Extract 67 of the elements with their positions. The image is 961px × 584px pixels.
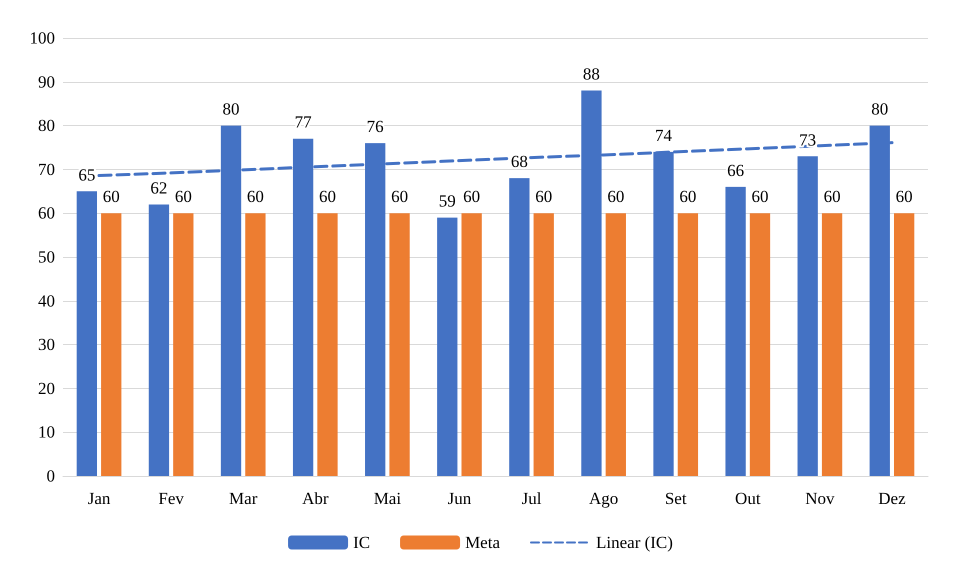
data-label: 74 xyxy=(655,126,673,145)
data-label: 66 xyxy=(727,160,744,180)
x-tick-label: Abr xyxy=(302,489,329,508)
data-label: 80 xyxy=(222,100,240,119)
data-label: 60 xyxy=(246,187,264,206)
bar xyxy=(317,213,338,476)
data-label: 60 xyxy=(679,187,696,206)
y-tick-label: 90 xyxy=(38,72,55,92)
bar xyxy=(437,218,458,476)
y-tick-label: 80 xyxy=(38,116,55,136)
bar xyxy=(461,213,482,476)
x-tick-label: Jul xyxy=(522,489,542,508)
x-tick-label: Dez xyxy=(878,489,906,508)
x-tick-label: Out xyxy=(735,489,761,508)
y-tick-label: 20 xyxy=(38,378,55,398)
x-tick-label: Jun xyxy=(448,489,472,508)
data-label: 59 xyxy=(438,192,456,211)
data-label: 76 xyxy=(366,117,384,136)
y-tick-label: 30 xyxy=(38,335,55,354)
data-label: 62 xyxy=(150,178,168,198)
legend-label: Linear (IC) xyxy=(596,533,673,552)
data-label: 60 xyxy=(391,187,408,206)
bar xyxy=(76,191,98,476)
data-label: 60 xyxy=(535,187,552,206)
x-tick-label: Ago xyxy=(588,489,618,508)
x-tick-label: Mai xyxy=(374,489,402,508)
y-tick-label: 70 xyxy=(38,160,55,179)
y-tick-label: 0 xyxy=(46,466,55,486)
x-tick-label: Nov xyxy=(805,489,836,508)
bar xyxy=(822,213,842,476)
data-label: 77 xyxy=(294,112,312,132)
y-tick-label: 100 xyxy=(30,28,55,48)
bar xyxy=(101,213,122,476)
data-label: 88 xyxy=(582,64,600,84)
x-tick-label: Jan xyxy=(88,489,111,508)
y-tick-label: 60 xyxy=(38,204,55,223)
legend-label: Meta xyxy=(465,533,500,552)
bar xyxy=(148,204,170,476)
bar xyxy=(678,213,698,476)
bar xyxy=(798,156,818,476)
data-label: 73 xyxy=(799,130,816,150)
data-label: 60 xyxy=(174,187,192,206)
data-label: 60 xyxy=(824,187,841,206)
bar xyxy=(389,213,410,476)
data-label: 65 xyxy=(78,165,96,184)
y-tick-label: 10 xyxy=(38,422,55,442)
bar xyxy=(606,213,626,476)
data-label: 60 xyxy=(607,187,624,206)
bar xyxy=(534,213,554,476)
x-tick-label: Set xyxy=(664,489,687,508)
bar xyxy=(750,213,770,476)
data-label: 60 xyxy=(318,187,336,206)
y-tick-label: 40 xyxy=(38,291,55,310)
bar xyxy=(173,213,194,476)
legend-label: IC xyxy=(353,533,370,552)
x-tick-label: Mar xyxy=(229,489,258,508)
bar xyxy=(725,186,746,476)
data-label: 60 xyxy=(102,187,120,206)
bar xyxy=(509,178,530,476)
data-label: 80 xyxy=(871,100,888,119)
y-tick-label: 50 xyxy=(38,248,55,266)
data-label: 60 xyxy=(463,187,480,206)
data-label: 60 xyxy=(896,187,913,206)
bar xyxy=(245,213,266,476)
bar xyxy=(894,213,914,476)
x-tick-label: Fev xyxy=(158,489,184,508)
data-label: 60 xyxy=(751,187,768,206)
